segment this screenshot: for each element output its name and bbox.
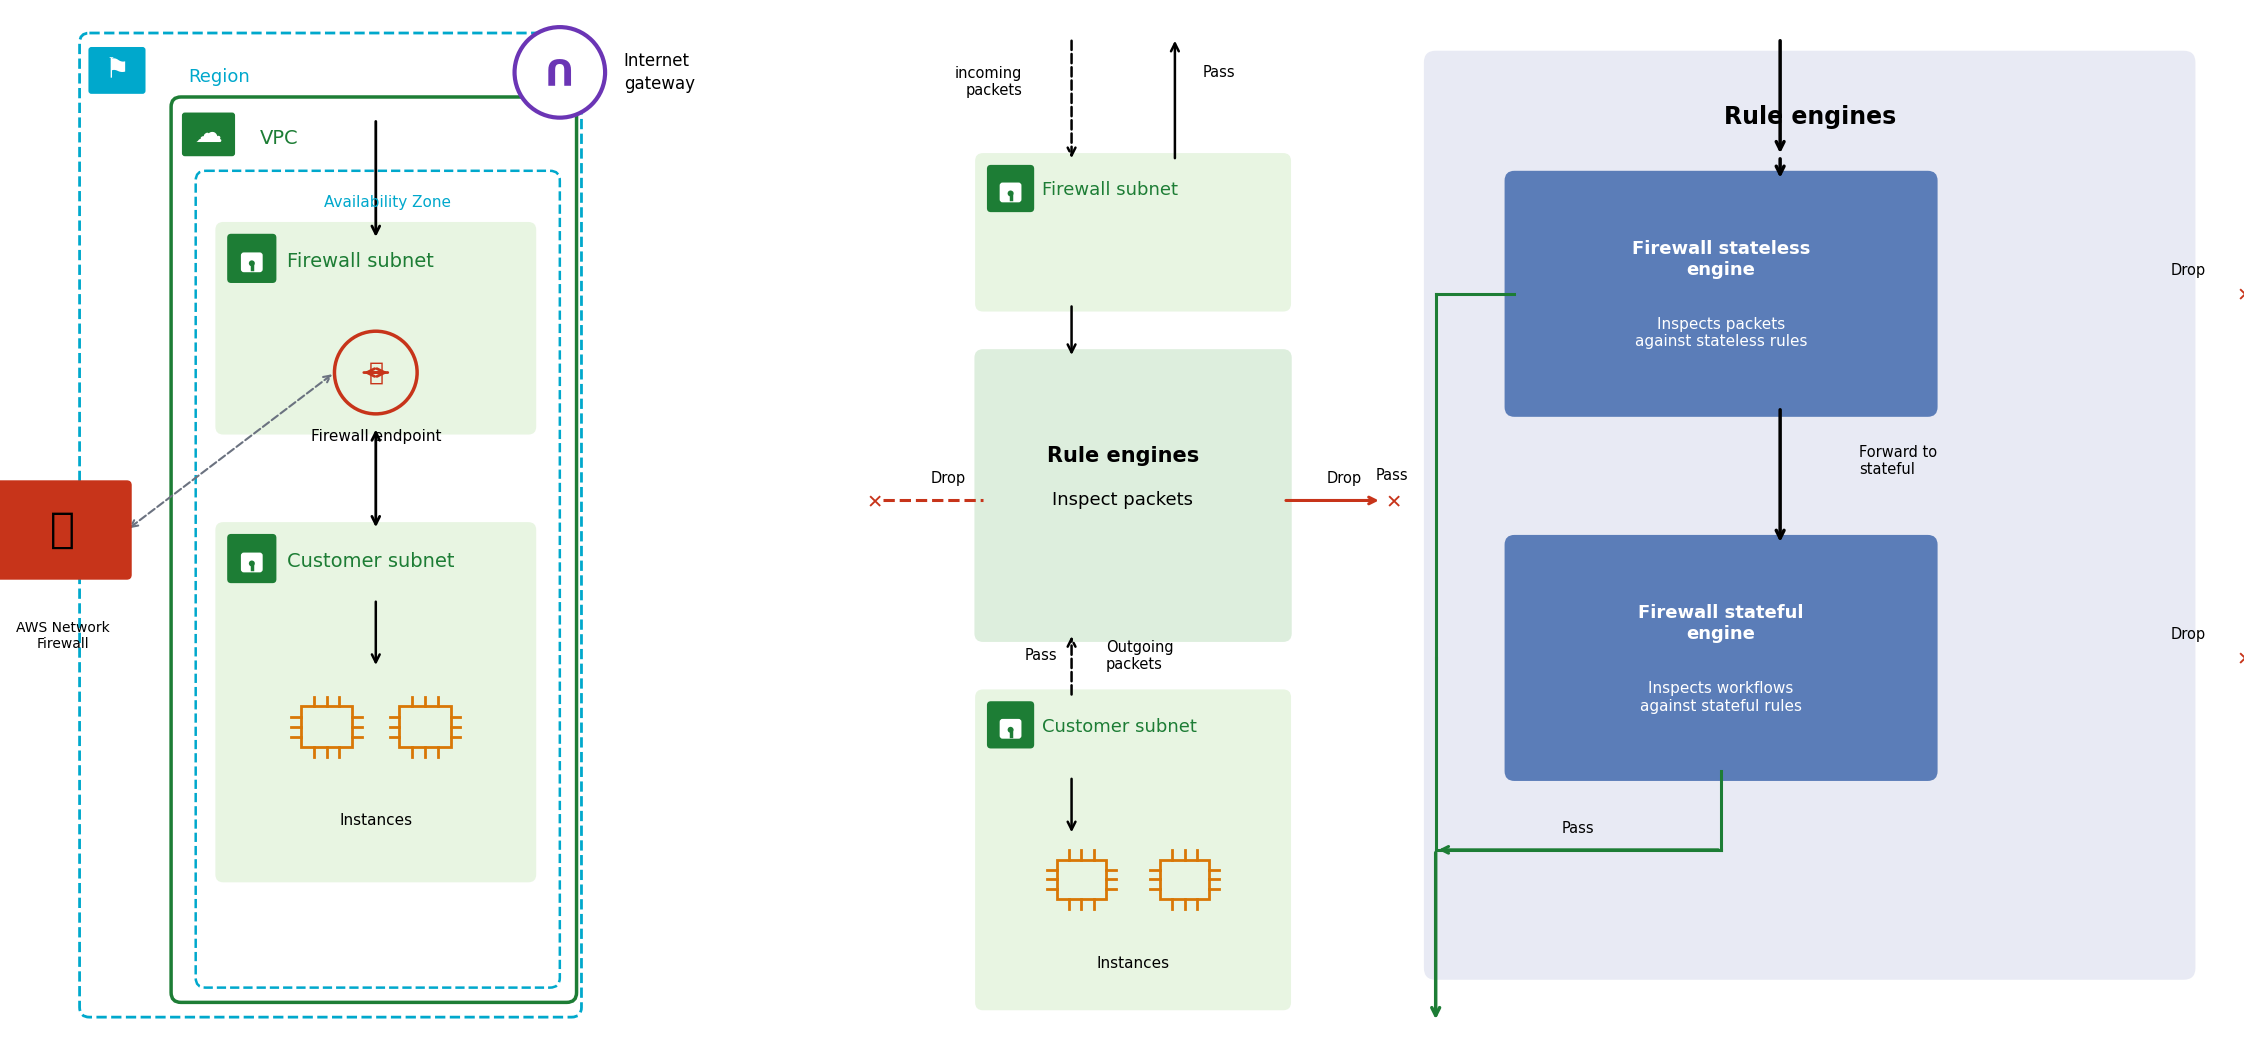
FancyBboxPatch shape [1503,171,1937,417]
FancyBboxPatch shape [1425,51,2195,979]
Text: ✕: ✕ [866,493,882,512]
Text: ✕: ✕ [2237,286,2244,305]
Text: Inspect packets: Inspect packets [1052,492,1194,510]
Text: Instances: Instances [339,813,413,828]
Text: ✕: ✕ [1385,493,1402,512]
Text: Firewall: Firewall [36,637,90,651]
FancyBboxPatch shape [231,241,272,279]
FancyBboxPatch shape [227,234,276,283]
Text: Internet: Internet [624,52,689,70]
Text: Drop: Drop [1326,472,1362,487]
Text: Pass: Pass [1023,649,1057,664]
Text: 🔥: 🔥 [368,360,384,385]
FancyBboxPatch shape [182,112,236,156]
Text: gateway: gateway [624,75,696,93]
FancyBboxPatch shape [990,171,1030,209]
Circle shape [249,561,256,566]
FancyBboxPatch shape [976,153,1290,312]
Text: Rule engines: Rule engines [1046,446,1198,466]
FancyBboxPatch shape [976,350,1290,641]
Text: Drop: Drop [2170,263,2206,278]
FancyBboxPatch shape [242,253,263,271]
Text: Customer subnet: Customer subnet [287,552,456,571]
Text: Firewall subnet: Firewall subnet [1041,181,1178,199]
FancyBboxPatch shape [987,702,1034,748]
Text: Pass: Pass [1376,469,1409,483]
Text: Instances: Instances [1095,955,1169,971]
FancyBboxPatch shape [1001,183,1021,201]
Text: AWS Network: AWS Network [16,621,110,635]
Circle shape [1008,191,1014,196]
Text: Pass: Pass [1203,65,1234,80]
Text: ☁: ☁ [195,121,222,148]
Text: Firewall stateless
engine: Firewall stateless engine [1631,240,1811,279]
Text: Outgoing
packets: Outgoing packets [1106,640,1174,672]
Text: incoming
packets: incoming packets [956,66,1023,99]
Text: Availability Zone: Availability Zone [323,195,451,210]
Text: ✕: ✕ [2237,651,2244,670]
Text: Drop: Drop [931,472,967,487]
FancyBboxPatch shape [987,165,1034,212]
Text: Firewall stateful
engine: Firewall stateful engine [1638,604,1804,643]
FancyBboxPatch shape [1001,720,1021,738]
Text: ᑎ: ᑎ [545,59,574,93]
Circle shape [1008,727,1014,732]
Text: Inspects packets
against stateless rules: Inspects packets against stateless rules [1636,317,1806,350]
Text: Customer subnet: Customer subnet [1041,718,1196,736]
FancyBboxPatch shape [976,689,1290,1010]
Text: Pass: Pass [1562,820,1595,835]
Circle shape [514,28,606,118]
Text: Drop: Drop [2170,626,2206,641]
FancyBboxPatch shape [1503,535,1937,781]
FancyBboxPatch shape [88,47,146,94]
Text: Firewall endpoint: Firewall endpoint [310,429,442,444]
FancyBboxPatch shape [242,553,263,571]
FancyBboxPatch shape [227,534,276,583]
FancyBboxPatch shape [0,480,132,580]
Text: ⚑: ⚑ [105,56,130,85]
FancyBboxPatch shape [215,222,536,435]
Text: Forward to
stateful: Forward to stateful [1858,445,1937,477]
Text: Rule engines: Rule engines [1723,105,1896,128]
Circle shape [249,261,256,266]
Text: Firewall subnet: Firewall subnet [287,252,433,271]
Text: Inspects workflows
against stateful rules: Inspects workflows against stateful rule… [1640,682,1802,713]
FancyBboxPatch shape [990,707,1030,745]
FancyBboxPatch shape [215,523,536,882]
Text: Region: Region [188,68,249,86]
FancyBboxPatch shape [231,541,272,579]
Text: 🔥: 🔥 [49,509,76,551]
Text: VPC: VPC [260,129,298,147]
